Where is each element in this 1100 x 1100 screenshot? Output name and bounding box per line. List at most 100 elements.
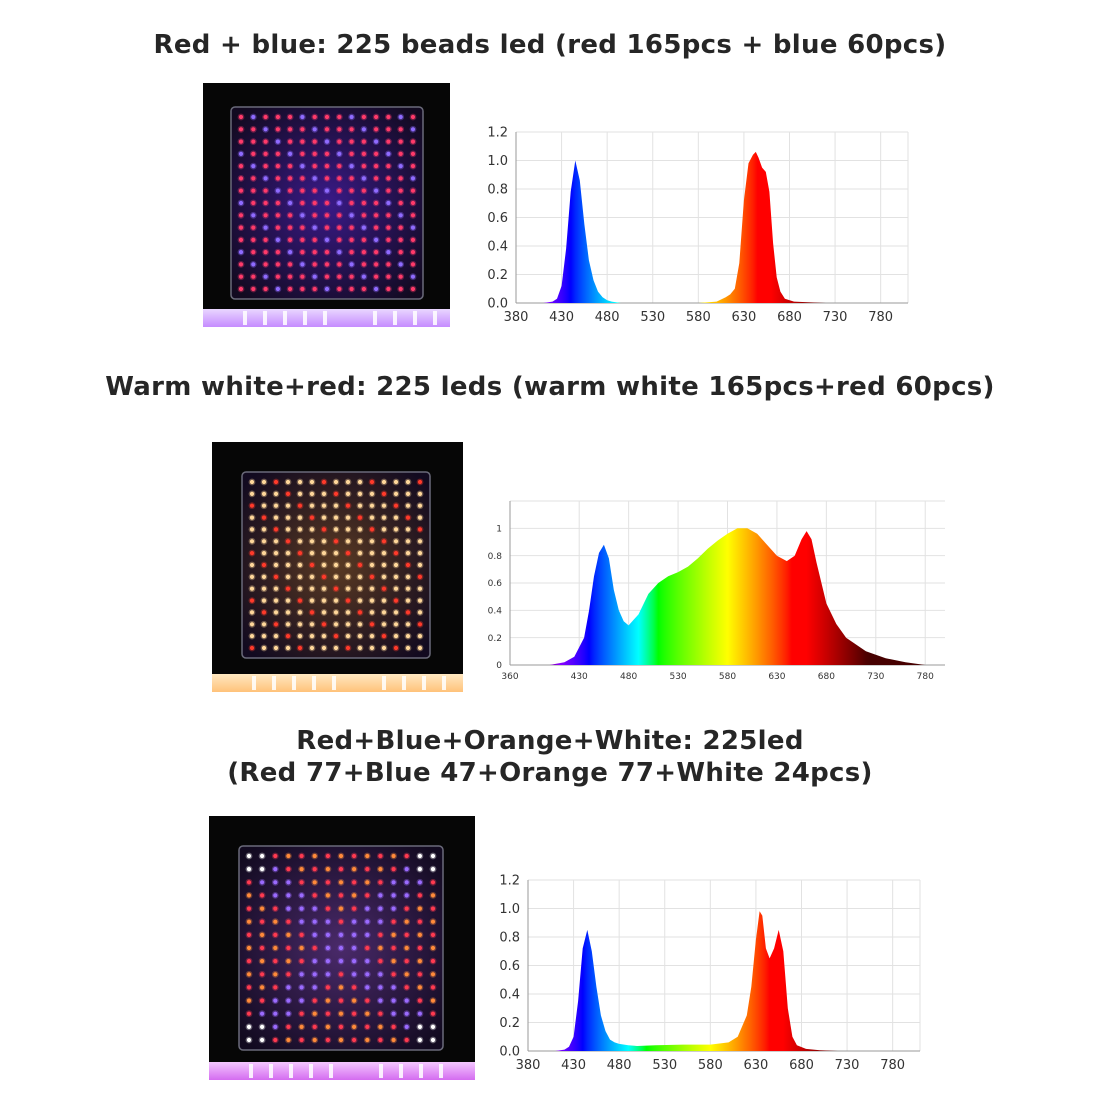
led-bead	[333, 574, 339, 579]
led-bead	[337, 188, 342, 193]
led-bead	[398, 151, 403, 156]
led-bead	[261, 622, 267, 627]
led-bead	[398, 200, 403, 206]
led-bead	[338, 985, 344, 990]
led-bead	[246, 1037, 252, 1043]
led-bead	[381, 479, 387, 485]
led-bead	[285, 503, 291, 508]
led-bead	[288, 188, 293, 193]
led-bead	[246, 972, 252, 977]
y-tick-label: 1.0	[487, 154, 508, 169]
led-bead	[273, 945, 278, 951]
led-bead	[333, 610, 339, 615]
led-bead	[251, 237, 256, 242]
led-bead	[309, 598, 315, 603]
led-bead	[299, 853, 304, 859]
spectrum-area	[549, 528, 926, 665]
led-bead	[365, 919, 370, 924]
led-bead	[393, 622, 399, 627]
led-bead	[275, 151, 280, 156]
led-bead	[349, 262, 354, 267]
led-bead	[288, 286, 293, 292]
led-bead	[324, 176, 330, 181]
led-bead	[381, 586, 387, 591]
led-bead	[349, 151, 354, 156]
led-bead	[405, 539, 411, 544]
led-bead	[352, 1011, 357, 1016]
led-bead	[312, 867, 317, 872]
led-bead	[309, 634, 315, 639]
led-bead	[273, 853, 278, 859]
led-bead	[398, 262, 403, 267]
led-bead	[417, 998, 422, 1003]
led-bead	[251, 262, 256, 267]
led-bead	[300, 262, 305, 267]
section-title-red-blue: Red + blue: 225 beads led (red 165pcs + …	[153, 30, 947, 60]
led-bead	[357, 574, 363, 579]
led-bead	[361, 164, 366, 169]
led-bead	[288, 250, 293, 255]
led-bead	[391, 985, 396, 990]
x-tick-label: 580	[698, 1058, 723, 1073]
red-blue-spectrum-chart: 380 430 480 530 580 630 680 730 780 0.0 0.2 0.4 0.6 0…	[478, 118, 918, 333]
led-bead	[312, 1011, 317, 1016]
led-bead	[324, 151, 330, 156]
led-bead	[333, 622, 339, 627]
x-tick-label: 480	[620, 672, 637, 682]
led-bead	[398, 188, 403, 193]
led-bead	[249, 479, 255, 485]
led-bead	[417, 932, 422, 937]
led-bead	[238, 176, 244, 181]
led-bead	[309, 562, 315, 568]
led-bead	[300, 164, 305, 169]
rbow-panel-photo	[209, 816, 475, 1080]
led-bead	[374, 164, 379, 169]
led-bead	[312, 262, 317, 267]
led-bead	[297, 586, 303, 591]
led-bead	[369, 551, 375, 556]
led-bead	[297, 645, 303, 651]
led-bead	[349, 114, 354, 120]
led-bead	[324, 200, 330, 206]
led-bead	[393, 491, 399, 496]
led-bead	[386, 213, 391, 218]
led-bead	[297, 598, 303, 603]
led-bead	[369, 539, 375, 544]
led-bead	[417, 562, 423, 568]
led-bead	[288, 213, 293, 218]
led-bead	[324, 250, 330, 255]
led-bead	[273, 479, 279, 485]
led-bead	[393, 515, 399, 520]
led-bead	[391, 906, 396, 911]
led-bead	[275, 139, 280, 144]
led-bead	[260, 1011, 265, 1016]
led-bead	[261, 551, 267, 556]
led-bead	[361, 127, 366, 132]
led-bead	[312, 998, 317, 1003]
led-bead	[378, 867, 383, 872]
led-bead	[405, 610, 411, 615]
led-bead	[357, 634, 363, 639]
led-bead	[251, 274, 256, 279]
led-bead	[361, 262, 366, 267]
led-bead	[286, 853, 291, 859]
led-bead	[333, 562, 339, 568]
led-bead	[410, 200, 416, 206]
led-bead	[238, 237, 244, 242]
led-bead	[357, 503, 363, 508]
led-bead	[312, 1024, 317, 1029]
led-bead	[263, 250, 268, 255]
led-bead	[300, 225, 305, 230]
led-bead	[285, 527, 291, 532]
led-bead	[430, 867, 436, 872]
led-bead	[345, 645, 351, 651]
led-bead	[405, 634, 411, 639]
led-bead	[273, 1011, 278, 1016]
led-bead	[312, 213, 317, 218]
led-bead	[309, 515, 315, 520]
led-bead	[273, 1024, 278, 1029]
led-bead	[286, 919, 291, 924]
led-bead	[404, 1024, 409, 1029]
led-bead	[357, 610, 363, 615]
led-bead	[398, 250, 403, 255]
